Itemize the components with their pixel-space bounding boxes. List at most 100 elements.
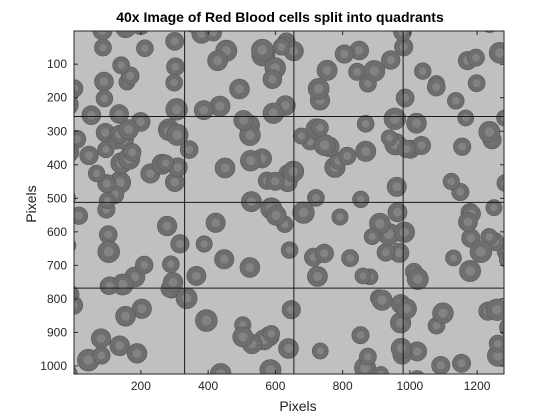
blood-cell [98, 192, 116, 210]
y-tick-label: 800 [47, 292, 67, 306]
blood-cell [445, 249, 462, 267]
blood-cell [278, 338, 299, 359]
y-tick-label: 200 [47, 91, 67, 105]
blood-cell [74, 206, 89, 225]
blood-cell [412, 136, 431, 155]
y-tick-label: 300 [47, 124, 67, 138]
blood-cell [313, 134, 336, 156]
blood-cell [229, 78, 250, 100]
blood-cell [166, 57, 185, 77]
blood-cell [338, 146, 357, 166]
x-tick-label: 400 [198, 379, 218, 393]
blood-cell [499, 318, 504, 337]
blood-cell [135, 255, 154, 275]
blood-cell [414, 62, 432, 80]
blood-cell [136, 39, 154, 58]
blood-cell [467, 74, 486, 93]
blood-cell [496, 109, 504, 127]
blood-cell [292, 201, 315, 224]
blood-cell [395, 88, 415, 108]
blood-cell [240, 149, 262, 172]
y-tick-label: 1000 [40, 359, 67, 373]
y-tick-label: 700 [47, 258, 67, 272]
blood-cell [316, 59, 338, 81]
blood-cell [410, 370, 425, 374]
blood-cell [311, 342, 329, 360]
blood-cell [265, 171, 285, 191]
blood-cell [118, 119, 139, 140]
blood-cell [94, 71, 114, 92]
blood-cell [351, 326, 370, 345]
blood-cell [469, 240, 493, 263]
x-tick-label: 1200 [464, 379, 491, 393]
blood-cell [458, 212, 478, 232]
blood-cell [383, 107, 406, 130]
blood-cell [307, 77, 330, 100]
blood-cell [162, 255, 180, 274]
blood-cell [386, 176, 407, 197]
blood-cell [115, 305, 136, 327]
blood-cell [359, 347, 377, 366]
blood-cell [352, 190, 370, 208]
blood-cell [204, 31, 222, 42]
blood-cell [74, 95, 79, 114]
blood-cell [233, 110, 254, 131]
blood-cell [165, 31, 185, 51]
blood-cell [503, 31, 504, 33]
blood-cell [363, 60, 386, 82]
blood-cell [355, 140, 377, 162]
quadrant-grid-lines [74, 31, 504, 374]
y-tick-label: 500 [47, 191, 67, 205]
blood-cell [466, 48, 485, 67]
blood-cell [488, 42, 504, 64]
blood-cell [390, 337, 412, 359]
red-blood-cells [74, 31, 504, 374]
blood-cell [307, 266, 328, 287]
blood-cell [165, 73, 183, 92]
blood-cell [74, 143, 80, 161]
blood-cell [389, 242, 410, 263]
y-tick-label: 400 [47, 158, 67, 172]
blood-cell [74, 366, 78, 374]
blood-cell [265, 204, 287, 226]
blood-cell [334, 44, 354, 64]
y-tick-label: 100 [47, 57, 67, 71]
blood-cell [74, 295, 84, 315]
blood-cell [314, 243, 334, 263]
micrograph-image [74, 31, 504, 374]
blood-cell [109, 335, 130, 357]
blood-cell [354, 267, 372, 285]
y-tick-label: 600 [47, 225, 67, 239]
x-tick-label: 800 [333, 379, 353, 393]
x-axis-label: Pixels [279, 398, 317, 414]
blood-cell [166, 123, 189, 146]
blood-cell [442, 172, 460, 190]
blood-cell [311, 119, 329, 137]
blood-cell [162, 272, 184, 293]
blood-cell [79, 145, 99, 166]
blood-cell [496, 174, 504, 192]
blood-cell [381, 50, 401, 70]
blood-cell [406, 112, 427, 134]
blood-cell [239, 257, 261, 278]
blood-cell [170, 234, 190, 254]
blood-cell [175, 287, 198, 310]
blood-cell [97, 240, 120, 263]
blood-cell [195, 309, 218, 332]
blood-cell [187, 31, 198, 33]
blood-cell [426, 77, 446, 97]
blood-cell [207, 50, 228, 71]
blood-cell [372, 366, 390, 374]
blood-cell [186, 265, 207, 286]
blood-cell [397, 139, 416, 159]
blood-cell [112, 56, 130, 75]
blood-cell [98, 225, 118, 244]
blood-cell [432, 302, 454, 324]
blood-cell [452, 353, 471, 373]
blood-cell [341, 249, 359, 267]
blood-cell [214, 157, 236, 179]
y-axis-ticks: 100 200 300 400 500 600 700 800 900 1000 [40, 57, 504, 373]
blood-cell [281, 300, 301, 320]
blood-cell [195, 235, 213, 253]
